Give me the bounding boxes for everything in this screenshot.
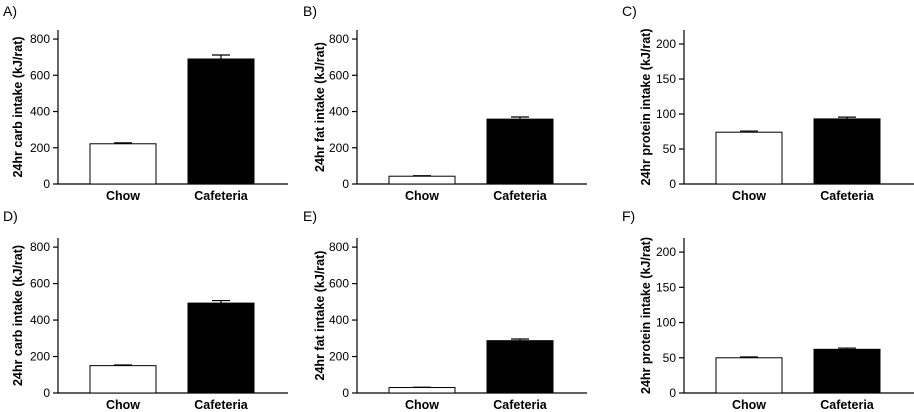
x-tick-label: Chow bbox=[405, 398, 439, 412]
y-tick-label: 200 bbox=[656, 37, 676, 51]
y-tick-label: 0 bbox=[43, 177, 50, 191]
x-tick-label: Chow bbox=[106, 189, 140, 203]
y-tick-label: 150 bbox=[656, 72, 676, 86]
y-tick-label: 800 bbox=[30, 32, 50, 46]
y-tick-label: 600 bbox=[30, 68, 50, 82]
y-tick-label: 100 bbox=[656, 316, 676, 330]
panel-label: C) bbox=[622, 3, 637, 19]
x-tick-label: Chow bbox=[106, 398, 140, 412]
y-tick-label: 200 bbox=[30, 141, 50, 155]
y-axis-label: 24hr protein intake (kJ/rat) bbox=[639, 237, 653, 394]
y-tick-label: 800 bbox=[329, 240, 349, 254]
x-tick-label: Chow bbox=[732, 398, 766, 412]
panel-label: D) bbox=[3, 208, 18, 224]
y-tick-label: 400 bbox=[329, 105, 349, 119]
y-tick-label: 400 bbox=[30, 105, 50, 119]
x-tick-label: Chow bbox=[732, 189, 766, 203]
y-tick-label: 200 bbox=[329, 141, 349, 155]
y-tick-label: 600 bbox=[30, 277, 50, 291]
x-tick-label: Cafeteria bbox=[194, 189, 249, 203]
panel-label: F) bbox=[622, 208, 635, 224]
panel-label: E) bbox=[303, 208, 317, 224]
y-tick-label: 600 bbox=[329, 68, 349, 82]
chart-panel: F) 24hr protein intake (kJ/rat) 0 50 100 150 2… bbox=[622, 208, 914, 412]
bar-chow bbox=[89, 143, 157, 185]
panel-label: A) bbox=[3, 3, 17, 19]
y-tick-label: 800 bbox=[30, 240, 50, 254]
y-tick-label: 600 bbox=[329, 277, 349, 291]
y-tick-label: 100 bbox=[656, 107, 676, 121]
bar-chow bbox=[715, 357, 783, 394]
bar-chow bbox=[388, 387, 456, 394]
y-tick-label: 0 bbox=[342, 177, 349, 191]
panel-label: B) bbox=[303, 3, 317, 19]
y-tick-label: 200 bbox=[30, 350, 50, 364]
y-tick-label: 150 bbox=[656, 280, 676, 294]
y-tick-label: 0 bbox=[43, 386, 50, 400]
bar-cafeteria bbox=[187, 302, 255, 394]
y-axis-label: 24hr carb intake (kJ/rat) bbox=[11, 245, 25, 386]
bar-chow bbox=[715, 131, 783, 185]
bar-cafeteria bbox=[813, 348, 881, 394]
bar-cafeteria bbox=[187, 58, 255, 185]
chart-panel: E) 24hr fat intake (kJ/rat) 0 200 400 600 800 C… bbox=[303, 208, 587, 412]
x-tick-label: Cafeteria bbox=[820, 398, 875, 412]
y-axis-label: 24hr protein intake (kJ/rat) bbox=[639, 29, 653, 186]
x-tick-label: Cafeteria bbox=[493, 398, 548, 412]
y-tick-label: 50 bbox=[663, 351, 677, 365]
bar-cafeteria bbox=[486, 118, 554, 185]
y-axis-label: 24hr fat intake (kJ/rat) bbox=[313, 251, 327, 381]
bar-cafeteria bbox=[486, 340, 554, 394]
y-tick-label: 200 bbox=[656, 245, 676, 259]
x-tick-label: Cafeteria bbox=[493, 189, 548, 203]
x-tick-label: Chow bbox=[405, 189, 439, 203]
chart-panel: B) 24hr fat intake (kJ/rat) 0 200 400 600 800 C… bbox=[303, 3, 587, 203]
y-axis-label: 24hr fat intake (kJ/rat) bbox=[313, 42, 327, 172]
y-tick-label: 400 bbox=[329, 313, 349, 327]
bar-chow bbox=[89, 365, 157, 394]
y-tick-label: 200 bbox=[329, 350, 349, 364]
bar-cafeteria bbox=[813, 118, 881, 185]
x-tick-label: Cafeteria bbox=[820, 189, 875, 203]
x-tick-label: Cafeteria bbox=[194, 398, 249, 412]
bar-chow bbox=[388, 175, 456, 185]
y-axis-label: 24hr carb intake (kJ/rat) bbox=[11, 36, 25, 177]
y-tick-label: 800 bbox=[329, 32, 349, 46]
y-tick-label: 0 bbox=[669, 177, 676, 191]
y-tick-label: 400 bbox=[30, 313, 50, 327]
y-tick-label: 0 bbox=[669, 386, 676, 400]
y-tick-label: 50 bbox=[663, 142, 677, 156]
chart-panel: A) 24hr carb intake (kJ/rat) 0 200 400 600 800… bbox=[3, 3, 288, 203]
chart-panel: D) 24hr carb intake (kJ/rat) 0 200 400 600 800… bbox=[3, 208, 288, 412]
y-tick-label: 0 bbox=[342, 386, 349, 400]
chart-panel: C)24hr protein intake (kJ/rat) 0 50 100 150 2… bbox=[622, 3, 914, 203]
